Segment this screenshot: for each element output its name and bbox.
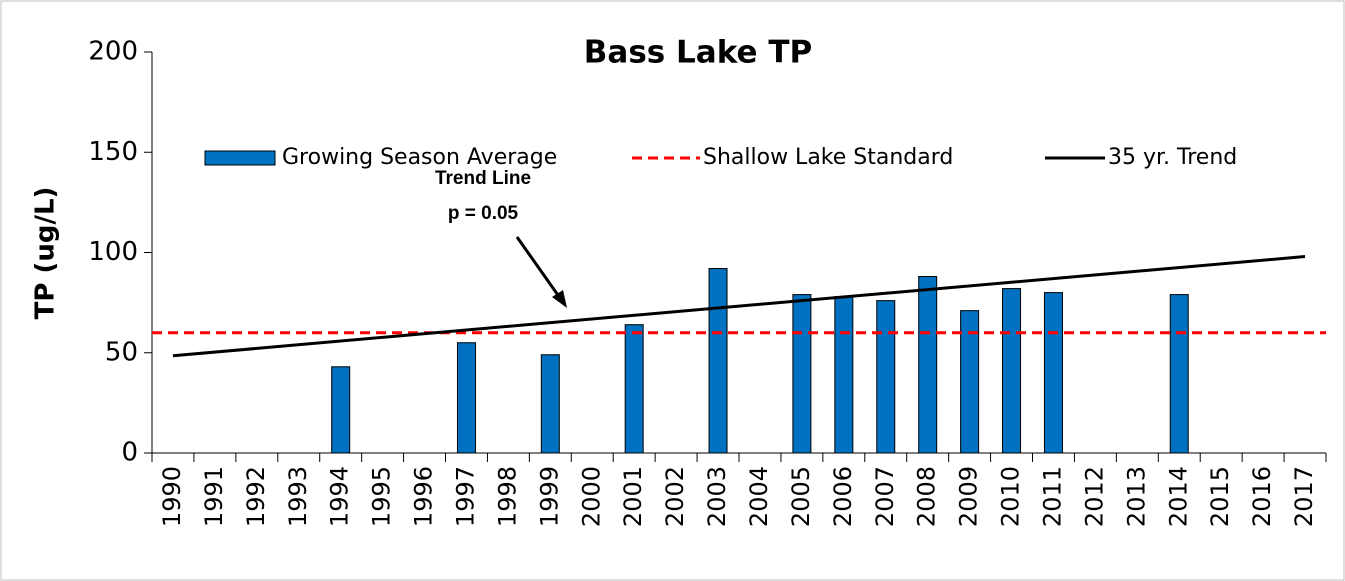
bar [1169, 294, 1189, 454]
x-tick-label: 1995 [368, 466, 396, 527]
annotation-arrow [515, 236, 562, 299]
x-tick-label: 1997 [451, 466, 479, 527]
legend-label: 35 yr. Trend [1108, 145, 1237, 170]
x-tick-label: 2010 [997, 466, 1025, 527]
bar [456, 342, 476, 454]
x-tick-label: 2002 [661, 466, 689, 527]
x-tick-label: 2008 [913, 466, 941, 527]
y-axis-label: TP (ug/L) [31, 187, 61, 320]
x-tick-label: 1991 [200, 466, 228, 527]
x-tick-label: 2001 [619, 466, 647, 527]
x-tick-label: 2000 [577, 466, 605, 527]
x-tick-label: 2017 [1290, 466, 1318, 527]
annotation: Trend Line [435, 168, 531, 189]
bar [624, 324, 644, 454]
chart-title: Bass Lake TP [584, 35, 812, 71]
x-tick-label: 2015 [1206, 466, 1234, 527]
y-tick-label: 100 [88, 237, 138, 267]
y-tick-label: 0 [121, 438, 138, 468]
x-tick-label: 2006 [829, 466, 857, 527]
bar [708, 268, 728, 454]
x-tick-label: 2014 [1164, 466, 1192, 527]
x-tick-label: 2005 [787, 466, 815, 527]
x-tick-label: 2003 [703, 466, 731, 527]
x-tick-label: 1993 [284, 466, 312, 527]
x-tick-label: 2009 [955, 466, 983, 527]
x-tick-label: 1992 [242, 466, 270, 527]
annotation-arrowhead [552, 290, 567, 308]
bar [918, 276, 938, 454]
trend-line [172, 255, 1306, 358]
x-tick-label: 1998 [493, 466, 521, 527]
bar [792, 294, 812, 454]
x-tick-label: 2013 [1122, 466, 1150, 527]
x-tick-label: 1990 [158, 466, 186, 527]
bar [834, 296, 854, 454]
x-tick-label: 2016 [1248, 466, 1276, 527]
bar [540, 354, 560, 454]
x-tick-label: 1999 [535, 466, 563, 527]
y-tick-label: 50 [105, 337, 138, 367]
bar [1043, 292, 1063, 454]
x-tick-label: 1994 [326, 466, 354, 527]
x-tick-label: 2012 [1080, 466, 1108, 527]
legend-label: Growing Season Average [282, 145, 557, 170]
x-tick-label: 1996 [410, 466, 438, 527]
x-tick-label: 2011 [1038, 466, 1066, 527]
annotation: p = 0.05 [448, 203, 519, 224]
legend-swatch [204, 150, 276, 166]
x-tick-label: 2007 [871, 466, 899, 527]
bar [1002, 288, 1022, 454]
bar [876, 300, 896, 454]
x-tick-label: 2004 [745, 466, 773, 527]
y-tick-label: 200 [88, 37, 138, 67]
legend-label: Shallow Lake Standard [703, 145, 953, 170]
bar [960, 310, 980, 454]
bar [331, 366, 351, 454]
y-tick-label: 150 [88, 137, 138, 167]
